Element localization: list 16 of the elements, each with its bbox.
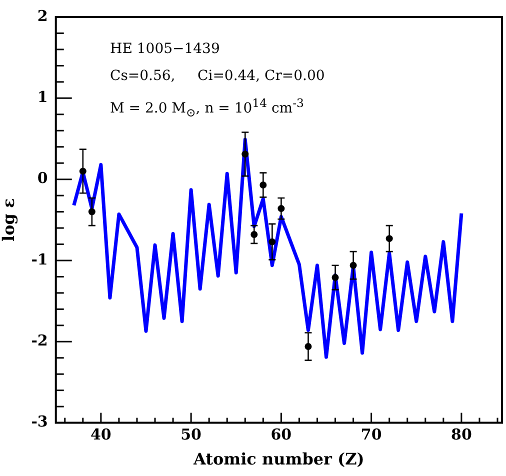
x-axis-title: Atomic number (Z) xyxy=(192,450,364,469)
y-tick-label: 0 xyxy=(37,169,48,188)
annotation: HE 1005−1439 xyxy=(110,40,221,59)
y-tick-label: -1 xyxy=(31,250,48,268)
annotation: Cs=0.56, Ci=0.44, Cr=0.00 xyxy=(110,67,325,86)
annotation: M = 2.0 M$_{⊙}$, n = 10$^{14}$ cm$^{-3}$ xyxy=(110,95,305,122)
x-tick-label: 80 xyxy=(451,426,472,444)
y-tick-label: 1 xyxy=(37,88,48,106)
y-tick-label: 2 xyxy=(37,6,48,25)
x-tick-label: 40 xyxy=(90,426,112,444)
y-axis-title: log ε xyxy=(0,198,18,242)
x-tick-label: 70 xyxy=(360,426,382,444)
x-tick-label: 60 xyxy=(270,426,292,444)
y-tick-label: -3 xyxy=(31,412,48,431)
x-tick-label: 50 xyxy=(180,426,202,444)
y-tick-label: -2 xyxy=(31,332,48,350)
